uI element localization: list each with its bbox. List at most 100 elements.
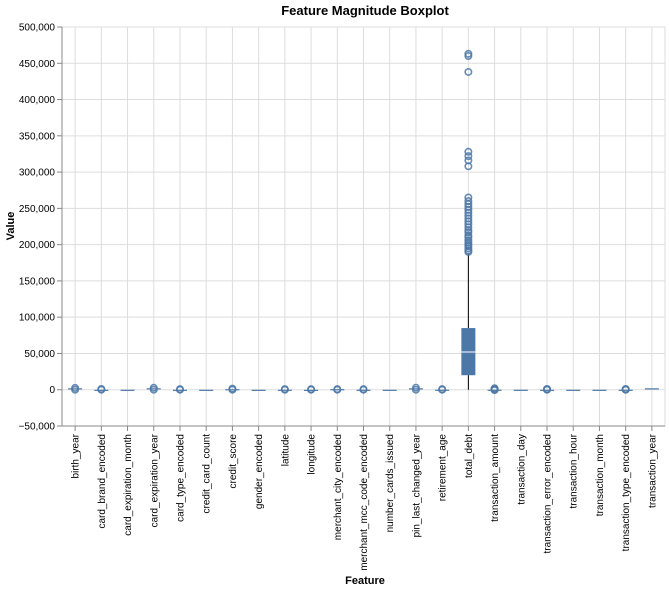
- x-tick-label: transaction_month: [595, 434, 606, 516]
- box-marks: [68, 49, 659, 395]
- box-transaction-error-encoded: [540, 385, 555, 394]
- outlier-point: [438, 385, 447, 394]
- box-body: [172, 389, 187, 391]
- x-tick-label: card_brand_encoded: [97, 434, 108, 529]
- x-tick-label: transaction_year: [647, 433, 658, 508]
- box-body: [277, 389, 292, 391]
- x-tick-label: retirement_age: [438, 434, 449, 502]
- x-tick-label: credit_card_count: [202, 434, 213, 514]
- outlier-point: [464, 67, 473, 76]
- x-tick-label: card_type_encoded: [175, 434, 186, 522]
- x-tick-label: merchant_mcc_code_encoded: [359, 434, 370, 571]
- x-tick-label: number_cards_issued: [385, 434, 396, 532]
- x-tick-label: total_debt: [464, 434, 475, 478]
- x-tick-label: longitude: [307, 434, 318, 475]
- box-body: [304, 389, 319, 391]
- box-body: [68, 388, 83, 390]
- box-body: [382, 389, 397, 391]
- grid-lines: [61, 26, 666, 427]
- box-card-expiration-year: [146, 383, 161, 394]
- box-total-debt: [461, 49, 476, 390]
- outlier-point: [411, 383, 420, 392]
- y-axis: −50,000 0 50,000 100,000 150,000 200,000 250,0…: [19, 23, 63, 433]
- outlier-point: [280, 385, 289, 394]
- y-tick-label: 450,000: [19, 59, 56, 70]
- y-tick-label: 400,000: [19, 95, 56, 106]
- box-merchant-city-encoded: [330, 385, 345, 394]
- outlier-point: [464, 236, 473, 245]
- outlier-point: [307, 385, 316, 394]
- box-card-type-encoded: [172, 385, 187, 394]
- outlier-point: [464, 152, 473, 161]
- x-tick-label: transaction_type_encoded: [621, 434, 632, 551]
- x-axis-title: Feature: [345, 575, 385, 587]
- box-body: [540, 389, 555, 391]
- x-tick-label: card_expiration_year: [149, 433, 160, 527]
- x-tick-label: card_expiration_month: [123, 434, 134, 536]
- box-body: [566, 389, 581, 391]
- x-tick-label: transaction_error_encoded: [543, 434, 554, 554]
- x-tick-label: latitude: [280, 434, 291, 467]
- outlier-point: [175, 385, 184, 394]
- x-tick-label: gender_encoded: [254, 434, 265, 509]
- box-body: [251, 389, 266, 391]
- y-tick-label: 350,000: [19, 131, 56, 142]
- box-transaction-day: [513, 389, 528, 391]
- outlier-point: [464, 49, 473, 58]
- outlier-point: [333, 385, 342, 394]
- y-tick-label: 300,000: [19, 168, 56, 179]
- box-body: [356, 389, 371, 391]
- outlier-point: [464, 156, 473, 165]
- box-birth-year: [68, 383, 83, 394]
- box-body: [644, 388, 659, 390]
- outlier-point: [359, 385, 368, 394]
- x-tick-label: credit_score: [228, 434, 239, 489]
- box-merchant-mcc-code-encoded: [356, 385, 371, 394]
- box-retirement-age: [435, 385, 450, 394]
- box-latitude: [277, 385, 292, 394]
- y-tick-label: 150,000: [19, 276, 56, 287]
- outlier-point: [490, 384, 499, 393]
- box-body: [120, 389, 135, 391]
- box-transaction-amount: [487, 384, 502, 395]
- box-transaction-type-encoded: [618, 385, 633, 394]
- box-body: [487, 389, 502, 391]
- chart-title: Feature Magnitude Boxplot: [281, 3, 449, 18]
- box-gender-encoded: [251, 389, 266, 391]
- x-tick-label: transaction_hour: [569, 433, 580, 508]
- box-body: [435, 389, 450, 391]
- outlier-point: [464, 193, 473, 202]
- outlier-point: [149, 383, 158, 392]
- box-body: [199, 389, 214, 391]
- x-tick-label: birth_year: [71, 433, 82, 478]
- box-body: [618, 389, 633, 391]
- y-tick-label: 50,000: [24, 349, 55, 360]
- box-body: [225, 389, 240, 391]
- x-axis: birth_year card_brand_encoded card_expirat…: [62, 425, 665, 571]
- box-body: [408, 388, 423, 390]
- box-credit-card-count: [199, 389, 214, 391]
- box-body: [330, 389, 345, 391]
- box-card-expiration-month: [120, 389, 135, 391]
- box-transaction-month: [592, 389, 607, 391]
- outlier-point: [97, 385, 106, 394]
- box-pin-last-changed-year: [408, 383, 423, 394]
- outlier-point: [464, 197, 473, 206]
- x-tick-label: transaction_amount: [490, 434, 501, 522]
- y-tick-label: 100,000: [19, 313, 56, 324]
- y-axis-title: Value: [5, 212, 17, 241]
- y-tick-label: 250,000: [19, 204, 56, 215]
- outlier-point: [464, 231, 473, 240]
- box-credit-score: [225, 384, 240, 394]
- y-tick-label: 0: [49, 385, 55, 396]
- x-tick-label: transaction_day: [516, 434, 527, 505]
- box-card-brand-encoded: [94, 385, 109, 394]
- x-tick-label: pin_last_changed_year: [411, 433, 422, 537]
- y-tick-label: 200,000: [19, 240, 56, 251]
- box-body: [94, 389, 109, 391]
- box-transaction-year: [644, 388, 659, 390]
- box-body: [146, 388, 161, 390]
- box-number-cards-issued: [382, 389, 397, 391]
